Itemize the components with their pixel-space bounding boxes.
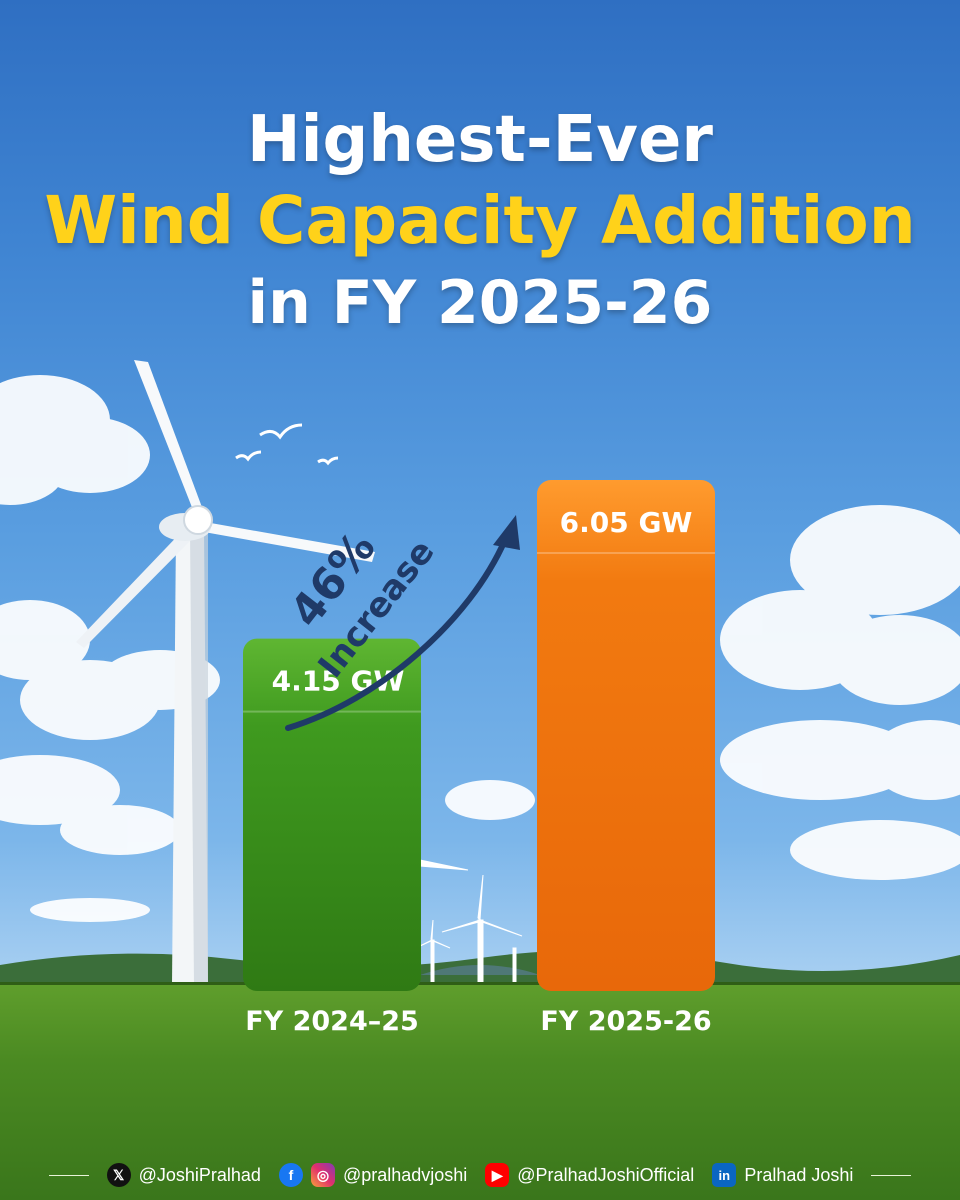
facebook-icon: f bbox=[278, 1163, 303, 1187]
instagram-icon: ◎ bbox=[310, 1163, 335, 1187]
social-youtube[interactable]: ▶ @PralhadJoshiOfficial bbox=[485, 1163, 694, 1187]
x-icon: 𝕏 bbox=[106, 1163, 131, 1187]
linkedin-icon: in bbox=[712, 1163, 737, 1187]
category-label-fy2526: FY 2025-26 bbox=[540, 1006, 711, 1037]
birds bbox=[235, 423, 339, 466]
x-handle: @JoshiPralhad bbox=[138, 1164, 261, 1185]
clouds bbox=[0, 375, 960, 922]
title: Highest-Ever Wind Capacity Addition in F… bbox=[0, 100, 960, 344]
footer-rule-right bbox=[871, 1174, 912, 1176]
wind-turbine-icon bbox=[76, 360, 375, 985]
title-line-2: Wind Capacity Addition bbox=[44, 182, 916, 259]
footer-rule-left bbox=[48, 1174, 89, 1176]
youtube-icon: ▶ bbox=[485, 1163, 510, 1187]
category-label-fy2425: FY 2024–25 bbox=[245, 1006, 419, 1037]
fb-ig-handle: @pralhadvjoshi bbox=[342, 1164, 468, 1185]
title-line-1: Highest-Ever bbox=[247, 103, 713, 177]
linkedin-name: Pralhad Joshi bbox=[744, 1164, 854, 1185]
background-turbines bbox=[417, 859, 523, 991]
footer-social: 𝕏 @JoshiPralhad f ◎ @pralhadvjoshi ▶ @Pr… bbox=[0, 1155, 960, 1195]
bar-fy2526 bbox=[537, 480, 715, 991]
bar-band-fy2526 bbox=[537, 552, 715, 554]
social-facebook-instagram[interactable]: f ◎ @pralhadvjoshi bbox=[278, 1163, 468, 1187]
social-linkedin[interactable]: in Pralhad Joshi bbox=[712, 1163, 853, 1187]
youtube-handle: @PralhadJoshiOfficial bbox=[517, 1164, 695, 1185]
title-line-3: in FY 2025-26 bbox=[247, 268, 713, 338]
grass-ground bbox=[0, 985, 960, 1200]
increase-arrow bbox=[285, 515, 520, 731]
value-label-fy2526: 6.05 GW bbox=[560, 506, 693, 539]
social-x[interactable]: 𝕏 @JoshiPralhad bbox=[106, 1163, 261, 1187]
